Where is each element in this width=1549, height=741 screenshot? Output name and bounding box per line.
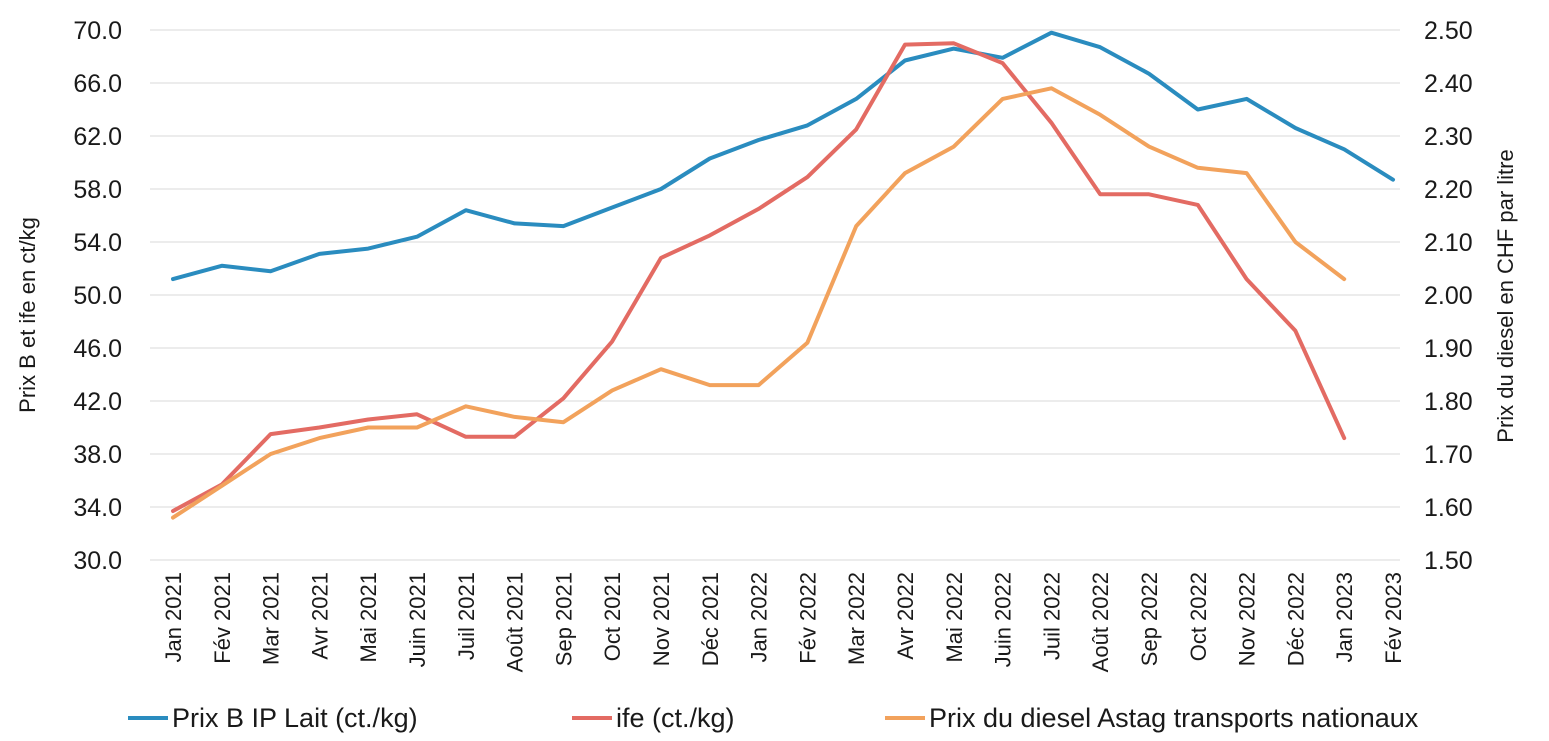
legend-label-diesel: Prix du diesel Astag transports nationau… [929, 703, 1419, 733]
left-tick-label: 46.0 [73, 335, 122, 363]
right-tick-label: 2.20 [1424, 176, 1473, 204]
left-tick-label: 58.0 [73, 176, 122, 204]
series-line-prix-b [171, 30, 1395, 282]
x-tick-label: Août 2022 [1088, 572, 1113, 672]
left-axis-title: Prix B et ife en ct/kg [15, 217, 40, 413]
gridlines [150, 29, 1400, 561]
left-tick-label: 50.0 [73, 282, 122, 310]
right-axis-ticks: 1.50 1.60 1.70 1.80 1.90 2.00 2.10 2.20 2.30 2.40… [1424, 17, 1473, 575]
legend-label-prix-b: Prix B IP Lait (ct./kg) [172, 703, 418, 733]
left-tick-label: 66.0 [73, 70, 122, 98]
x-axis-ticks: Jan 2021 Fév 2021 Mar 2021 Avr 2021 Mai 2021… [161, 572, 1406, 672]
x-tick-label: Avr 2021 [307, 572, 332, 660]
x-tick-label: Avr 2022 [893, 572, 918, 660]
right-tick-label: 1.90 [1424, 335, 1473, 363]
x-tick-label: Fév 2023 [1381, 572, 1406, 664]
right-tick-label: 1.50 [1424, 547, 1473, 575]
x-tick-label: Déc 2021 [698, 572, 723, 666]
x-tick-label: Jan 2023 [1332, 572, 1357, 663]
left-tick-label: 30.0 [73, 547, 122, 575]
right-tick-label: 2.40 [1424, 70, 1473, 98]
x-tick-label: Jan 2021 [161, 572, 186, 663]
x-tick-label: Mai 2022 [942, 572, 967, 663]
left-tick-label: 38.0 [73, 441, 122, 469]
right-tick-label: 2.30 [1424, 123, 1473, 151]
right-tick-label: 2.00 [1424, 282, 1473, 310]
right-axis-title: Prix du diesel en CHF par litre [1493, 149, 1518, 442]
x-tick-label: Mar 2021 [259, 572, 284, 665]
right-tick-label: 1.60 [1424, 494, 1473, 522]
x-tick-label: Fév 2021 [210, 572, 235, 664]
series-line-ife [171, 41, 1347, 513]
left-tick-label: 42.0 [73, 388, 122, 416]
x-tick-label: Fév 2022 [795, 572, 820, 664]
x-tick-label: Sep 2022 [1137, 572, 1162, 666]
x-tick-label: Juin 2022 [991, 572, 1016, 667]
x-tick-label: Juil 2022 [1039, 572, 1064, 660]
left-tick-label: 62.0 [73, 123, 122, 151]
x-tick-label: Mar 2022 [844, 572, 869, 665]
x-tick-label: Oct 2022 [1186, 572, 1211, 661]
x-tick-label: Oct 2021 [600, 572, 625, 661]
right-tick-label: 2.10 [1424, 229, 1473, 257]
x-tick-label: Déc 2022 [1283, 572, 1308, 666]
legend: Prix B IP Lait (ct./kg) ife (ct./kg) Pri… [128, 703, 1419, 733]
x-tick-label: Juin 2021 [405, 572, 430, 667]
legend-label-ife: ife (ct./kg) [616, 703, 735, 733]
x-tick-label: Juil 2021 [454, 572, 479, 660]
x-tick-label: Nov 2022 [1235, 572, 1260, 666]
left-axis-ticks: 30.0 34.0 38.0 42.0 46.0 50.0 54.0 58.0 62.0 66.0… [73, 17, 122, 575]
left-tick-label: 70.0 [73, 17, 122, 45]
series-lines [171, 30, 1395, 520]
x-tick-label: Août 2021 [503, 572, 528, 672]
x-tick-label: Nov 2021 [649, 572, 674, 666]
right-tick-label: 2.50 [1424, 17, 1473, 45]
right-tick-label: 1.70 [1424, 441, 1473, 469]
series-line-diesel [171, 86, 1347, 520]
x-tick-label: Mai 2021 [356, 572, 381, 663]
left-tick-label: 34.0 [73, 494, 122, 522]
right-tick-label: 1.80 [1424, 388, 1473, 416]
x-tick-label: Jan 2022 [747, 572, 772, 663]
x-tick-label: Sep 2021 [551, 572, 576, 666]
left-tick-label: 54.0 [73, 229, 122, 257]
